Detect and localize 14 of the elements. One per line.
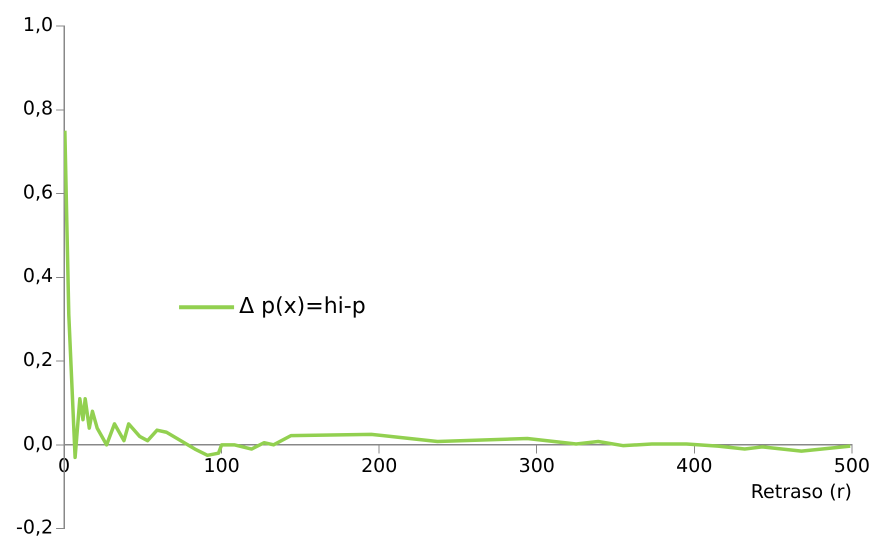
y-tick-label: 0,8 <box>22 98 54 120</box>
x-tick-label: 200 <box>361 455 398 478</box>
y-tick-label: 0,0 <box>22 432 54 455</box>
x-tick-label: 500 <box>834 455 870 478</box>
legend-label: Δ p(x)=hi-p <box>239 294 366 320</box>
y-tick-label: 0,2 <box>22 349 54 372</box>
x-tick-label: 300 <box>518 455 555 478</box>
y-tick-label: 0,6 <box>22 181 54 204</box>
x-axis-title: Retraso (r) <box>750 480 852 503</box>
x-tick-label: 400 <box>676 455 712 478</box>
y-tick-label: 1,0 <box>22 14 54 36</box>
y-tick-label: -0,2 <box>16 516 54 539</box>
x-tick-label: 100 <box>204 455 240 478</box>
y-tick-label: 0,4 <box>22 265 54 288</box>
